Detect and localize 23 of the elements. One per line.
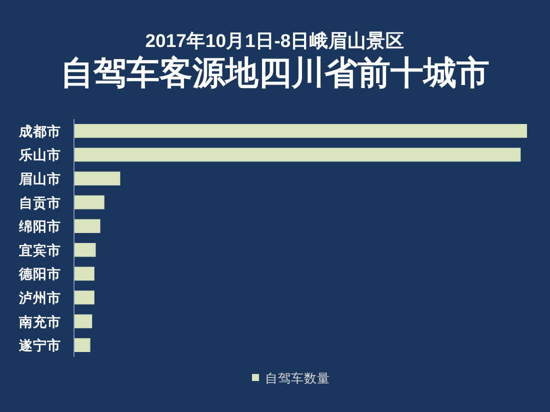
- y-tick-label: 眉山市: [18, 170, 61, 186]
- y-tick-label: 南充市: [18, 313, 61, 330]
- bar: [74, 338, 90, 352]
- y-tick-label: 遂宁市: [18, 337, 61, 354]
- y-tick-label: 宜宾市: [19, 242, 61, 258]
- y-tick-label: 成都市: [18, 122, 61, 139]
- chart-subtitle: 2017年10月1日-8日峨眉山景区: [145, 30, 405, 51]
- bar: [74, 219, 100, 233]
- legend-label: 自驾车数量: [265, 372, 330, 386]
- chart-title: 自驾车客源地四川省前十城市: [60, 54, 490, 91]
- y-tick-label: 泸州市: [18, 290, 61, 306]
- y-tick-label: 德阳市: [18, 266, 61, 282]
- bar: [74, 148, 521, 162]
- bar: [74, 314, 92, 328]
- bar: [74, 172, 120, 186]
- bar: [74, 266, 94, 281]
- bar: [74, 290, 94, 304]
- y-tick-label: 自贡市: [19, 194, 61, 210]
- bar: [74, 243, 96, 257]
- bar: [74, 195, 104, 210]
- y-tick-label: 绵阳市: [18, 218, 61, 234]
- y-tick-label: 乐山市: [18, 146, 61, 163]
- bar: [74, 124, 527, 138]
